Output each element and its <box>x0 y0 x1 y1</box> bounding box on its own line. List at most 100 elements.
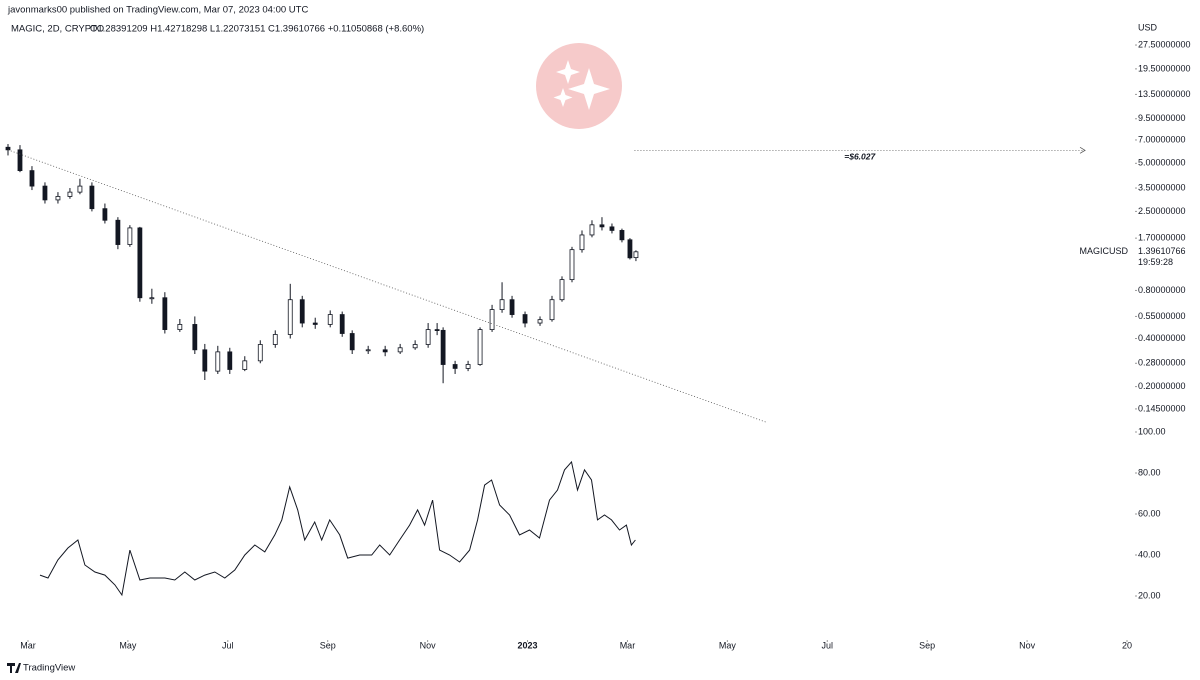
candle-body <box>257 344 263 362</box>
candle-body <box>287 299 293 335</box>
y-tick-label: 13.50000000 <box>1138 89 1191 99</box>
candle-body <box>633 251 639 259</box>
candle-body <box>272 334 278 345</box>
x-tick-label: May <box>119 640 137 650</box>
symbol: MAGIC, 2D, CRYPTO <box>11 24 104 35</box>
candle-body <box>227 351 233 370</box>
y-tick-label: 27.50000000 <box>1138 39 1191 49</box>
candle-body <box>522 314 528 324</box>
x-tick-label: Jul <box>822 640 834 650</box>
candle-body <box>465 364 471 369</box>
x-tick-label: May <box>719 640 737 650</box>
candle-body <box>77 185 83 193</box>
candle-body <box>434 329 440 331</box>
candle-body <box>382 349 388 353</box>
x-tick-label: Nov <box>420 640 437 650</box>
candle-body <box>202 349 208 372</box>
y-tick-label: 0.20000000 <box>1138 381 1186 391</box>
candle-body <box>489 309 495 330</box>
candle-body <box>569 249 575 281</box>
y-tick-label: 0.80000000 <box>1138 285 1186 295</box>
candle-body <box>29 170 35 187</box>
candle-body <box>67 191 73 197</box>
x-tick-label: Sep <box>919 640 935 650</box>
y-tick-label: 7.00000000 <box>1138 134 1186 144</box>
y-tick-label: 0.14500000 <box>1138 403 1186 413</box>
candle-body <box>452 364 458 369</box>
rsi-line <box>39 460 636 597</box>
candle-body <box>627 239 633 259</box>
y-tick-label: 9.50000000 <box>1138 113 1186 123</box>
candle-body <box>349 333 355 351</box>
y-tick-label: 1.70000000 <box>1138 233 1186 243</box>
y-tick-label: 19.50000000 <box>1138 63 1191 73</box>
candle-body <box>299 299 305 324</box>
candle-body <box>599 224 605 228</box>
candle-body <box>397 347 403 353</box>
target-label: =$6.027 <box>844 152 876 162</box>
candle-body <box>177 324 183 330</box>
y-tick-label: 0.55000000 <box>1138 311 1186 321</box>
candle-body <box>149 297 155 300</box>
y-tick-label: 0.40000000 <box>1138 333 1186 343</box>
candle-body <box>127 227 133 245</box>
candle-body <box>137 227 143 299</box>
candle-body <box>477 329 483 365</box>
trendline <box>7 149 768 424</box>
candle-body <box>499 299 505 310</box>
footer-logo <box>7 663 21 673</box>
x-tick-label: 20 <box>1122 640 1132 650</box>
x-tick-label: Mar <box>620 640 636 650</box>
candle-body <box>412 344 418 349</box>
candle-body <box>215 351 221 372</box>
last-price: 1.39610766 <box>1138 246 1186 256</box>
candle-body <box>609 226 615 231</box>
candle-body <box>559 279 565 301</box>
y-tick-label: 100.00 <box>1138 426 1166 436</box>
x-tick-label: Sep <box>320 640 336 650</box>
candle-body <box>589 224 595 236</box>
y-tick-label: 2.50000000 <box>1138 206 1186 216</box>
candle-body <box>425 329 431 345</box>
candle-body <box>619 230 625 241</box>
candle-body <box>89 185 95 210</box>
author-line: javonmarks00 published on TradingView.co… <box>7 5 308 16</box>
currency: USD <box>1138 22 1158 32</box>
candle-body <box>102 208 108 221</box>
x-tick-label: Mar <box>20 640 36 650</box>
candle-body <box>312 322 318 325</box>
candle-body <box>537 319 543 324</box>
candle-body <box>5 146 11 151</box>
candle-body <box>192 324 198 351</box>
logo <box>536 43 622 129</box>
candle-body <box>365 349 371 352</box>
candle-body <box>339 314 345 334</box>
candle-body <box>17 149 23 172</box>
countdown: 19:59:28 <box>1138 257 1173 267</box>
candle-body <box>509 299 515 315</box>
x-tick-label: 2023 <box>518 640 538 650</box>
candle-body <box>162 297 168 330</box>
candle-body <box>242 360 248 370</box>
y-tick-label: 3.50000000 <box>1138 182 1186 192</box>
ohlc: O1.28391209 H1.42718298 L1.22073151 C1.3… <box>90 24 424 35</box>
brand: TradingView <box>23 663 75 674</box>
candle-body <box>327 314 333 325</box>
x-tick-label: Nov <box>1019 640 1036 650</box>
y-tick-label: 60.00 <box>1138 508 1161 518</box>
y-tick-label: 5.00000000 <box>1138 158 1186 168</box>
y-tick-label: 20.00 <box>1138 590 1161 600</box>
last-price-symbol: MAGICUSD <box>1079 246 1128 256</box>
y-tick-label: 40.00 <box>1138 549 1161 559</box>
candle-body <box>55 196 61 201</box>
candle-body <box>115 219 121 245</box>
y-tick-label: 80.00 <box>1138 467 1161 477</box>
x-tick-label: Jul <box>222 640 234 650</box>
y-tick-label: 0.28000000 <box>1138 358 1186 368</box>
candle-body <box>42 185 48 201</box>
candle-body <box>579 234 585 251</box>
candle-body <box>549 299 555 321</box>
candle-body <box>440 329 446 365</box>
